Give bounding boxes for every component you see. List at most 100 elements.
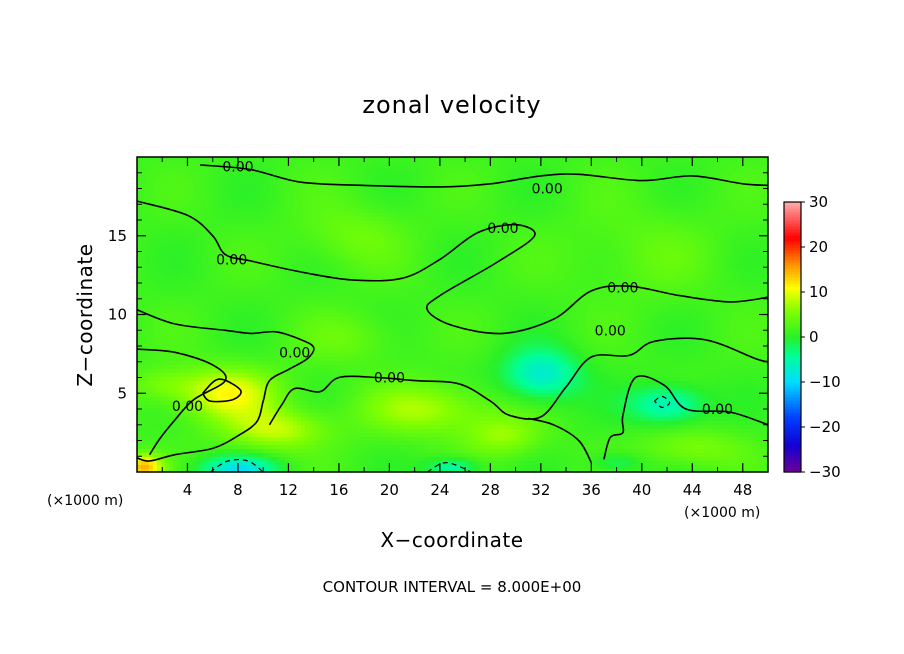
field-cell	[197, 161, 202, 166]
field-cell	[273, 385, 278, 390]
field-cell	[225, 185, 230, 190]
field-cell	[245, 433, 250, 438]
field-cell	[217, 409, 222, 414]
field-cell	[337, 221, 342, 226]
field-cell	[309, 265, 314, 270]
field-cell	[261, 349, 266, 354]
field-cell	[325, 257, 330, 262]
field-cell	[265, 257, 270, 262]
field-cell	[245, 269, 250, 274]
field-cell	[221, 221, 226, 226]
field-cell	[205, 401, 210, 406]
field-cell	[309, 405, 314, 410]
field-cell	[233, 353, 238, 358]
field-cell	[377, 253, 382, 258]
field-cell	[177, 321, 182, 326]
field-cell	[145, 277, 150, 282]
field-cell	[341, 161, 346, 166]
field-cell	[345, 381, 350, 386]
field-cell	[273, 381, 278, 386]
field-cell	[357, 413, 362, 418]
field-cell	[345, 349, 350, 354]
field-cell	[325, 261, 330, 266]
field-cell	[273, 281, 278, 286]
field-cell	[357, 429, 362, 434]
field-cell	[141, 289, 146, 294]
field-cell	[257, 437, 262, 442]
field-cell	[193, 249, 198, 254]
field-cell	[293, 297, 298, 302]
field-cell	[229, 193, 234, 198]
field-cell	[201, 425, 206, 430]
field-cell	[337, 213, 342, 218]
field-cell	[165, 193, 170, 198]
field-cell	[257, 313, 262, 318]
field-cell	[229, 233, 234, 238]
field-cell	[377, 333, 382, 338]
field-cell	[309, 345, 314, 350]
field-cell	[241, 417, 246, 422]
field-cell	[145, 341, 150, 346]
field-cell	[357, 209, 362, 214]
field-cell	[273, 401, 278, 406]
field-cell	[149, 353, 154, 358]
field-cell	[321, 413, 326, 418]
field-cell	[269, 313, 274, 318]
field-cell	[317, 245, 322, 250]
field-cell	[377, 169, 382, 174]
field-cell	[325, 165, 330, 170]
field-cell	[213, 269, 218, 274]
field-cell	[333, 413, 338, 418]
field-cell	[229, 241, 234, 246]
field-cell	[301, 333, 306, 338]
field-cell	[385, 385, 390, 390]
field-cell	[385, 429, 390, 434]
field-cell	[341, 265, 346, 270]
field-cell	[349, 441, 354, 446]
field-cell	[297, 165, 302, 170]
field-cell	[345, 169, 350, 174]
field-cell	[233, 161, 238, 166]
field-cell	[289, 461, 294, 466]
field-cell	[265, 233, 270, 238]
field-cell	[177, 317, 182, 322]
field-cell	[293, 465, 298, 470]
field-cell	[229, 317, 234, 322]
field-cell	[353, 317, 358, 322]
field-cell	[369, 237, 374, 242]
field-cell	[269, 285, 274, 290]
field-cell	[249, 325, 254, 330]
field-cell	[369, 309, 374, 314]
field-cell	[253, 221, 258, 226]
field-cell	[181, 185, 186, 190]
field-cell	[281, 197, 286, 202]
field-cell	[197, 421, 202, 426]
field-cell	[145, 253, 150, 258]
field-cell	[329, 317, 334, 322]
field-cell	[245, 365, 250, 370]
field-cell	[361, 229, 366, 234]
field-cell	[241, 409, 246, 414]
field-cell	[333, 193, 338, 198]
field-cell	[313, 417, 318, 422]
field-cell	[245, 429, 250, 434]
field-cell	[349, 341, 354, 346]
field-cell	[157, 421, 162, 426]
field-cell	[193, 433, 198, 438]
field-cell	[209, 373, 214, 378]
field-cell	[249, 361, 254, 366]
field-cell	[369, 209, 374, 214]
field-cell	[329, 221, 334, 226]
field-cell	[325, 409, 330, 414]
field-cell	[345, 273, 350, 278]
field-cell	[145, 453, 150, 458]
field-cell	[353, 281, 358, 286]
field-cell	[305, 241, 310, 246]
field-cell	[353, 289, 358, 294]
field-cell	[281, 393, 286, 398]
field-cell	[253, 277, 258, 282]
field-cell	[189, 281, 194, 286]
field-cell	[173, 293, 178, 298]
field-cell	[149, 253, 154, 258]
field-cell	[165, 273, 170, 278]
